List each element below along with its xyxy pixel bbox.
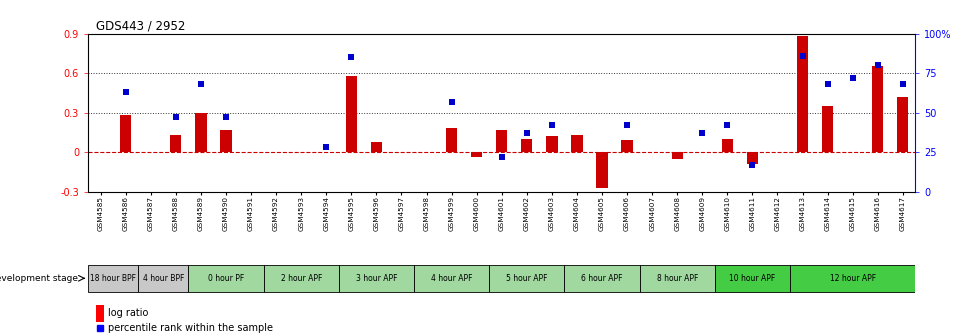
Bar	[746, 152, 757, 164]
Text: log ratio: log ratio	[108, 308, 149, 318]
Bar	[345, 76, 357, 152]
Text: 18 hour BPF: 18 hour BPF	[90, 274, 136, 283]
Text: 8 hour APF: 8 hour APF	[656, 274, 697, 283]
Bar	[520, 139, 532, 152]
Bar	[596, 152, 607, 187]
Bar	[446, 128, 457, 152]
Bar	[796, 36, 808, 152]
Bar	[714, 265, 789, 292]
Text: 12 hour APF: 12 hour APF	[828, 274, 875, 283]
Text: 2 hour APF: 2 hour APF	[281, 274, 322, 283]
Bar	[564, 265, 639, 292]
Bar	[470, 152, 482, 157]
Text: 4 hour APF: 4 hour APF	[430, 274, 471, 283]
Bar	[621, 140, 632, 152]
Bar	[496, 130, 507, 152]
Bar	[571, 135, 582, 152]
Bar	[263, 265, 338, 292]
Bar	[546, 136, 556, 152]
Text: 6 hour APF: 6 hour APF	[581, 274, 622, 283]
Text: percentile rank within the sample: percentile rank within the sample	[108, 323, 273, 333]
Bar	[414, 265, 489, 292]
Bar	[170, 135, 181, 152]
Bar	[371, 141, 381, 152]
Bar	[88, 265, 138, 292]
Text: GDS443 / 2952: GDS443 / 2952	[96, 19, 186, 33]
Bar	[789, 265, 914, 292]
Bar	[195, 113, 206, 152]
Bar	[871, 67, 882, 152]
Bar	[338, 265, 414, 292]
Bar	[96, 305, 105, 322]
Text: 0 hour PF: 0 hour PF	[207, 274, 244, 283]
Bar	[489, 265, 564, 292]
Bar	[896, 97, 908, 152]
Bar	[671, 152, 683, 159]
Text: 5 hour APF: 5 hour APF	[506, 274, 547, 283]
Bar	[639, 265, 714, 292]
Text: 10 hour APF: 10 hour APF	[729, 274, 775, 283]
Text: 4 hour BPF: 4 hour BPF	[143, 274, 184, 283]
Bar	[220, 130, 232, 152]
Bar	[138, 265, 188, 292]
Text: development stage: development stage	[0, 275, 78, 283]
Bar	[822, 106, 832, 152]
Bar	[188, 265, 263, 292]
Bar	[120, 115, 131, 152]
Bar	[721, 139, 733, 152]
Text: 3 hour APF: 3 hour APF	[355, 274, 397, 283]
